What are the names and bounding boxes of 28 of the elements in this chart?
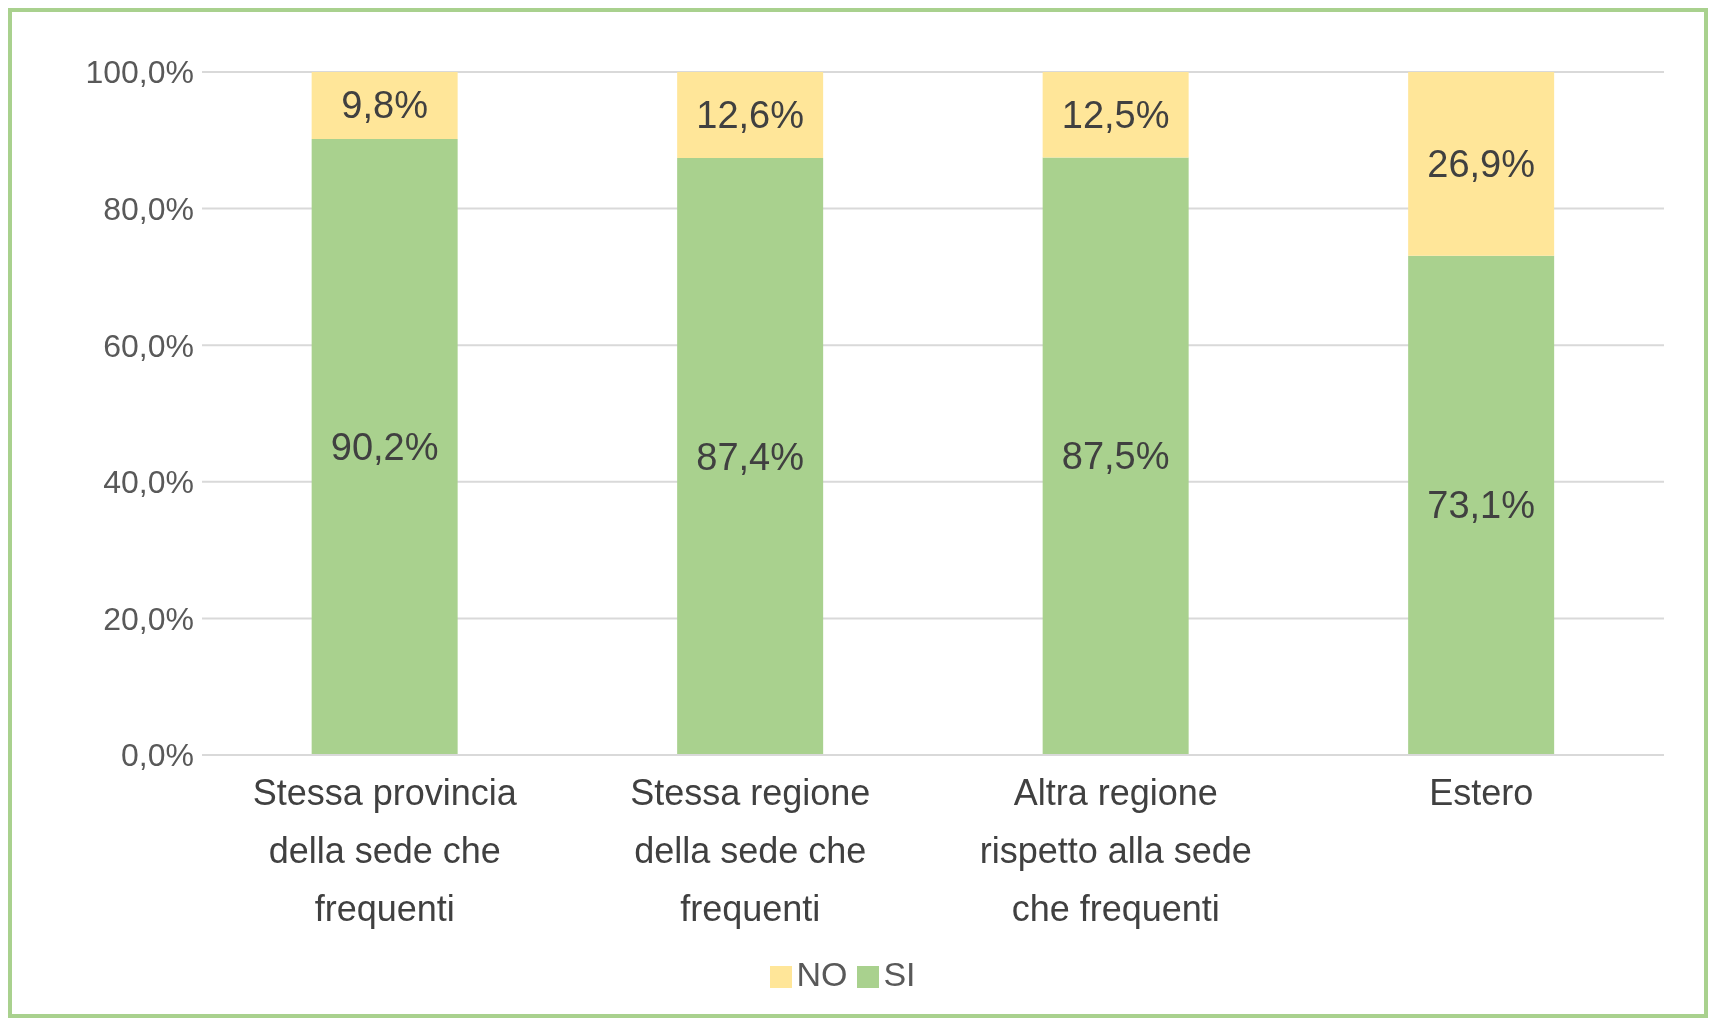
data-label: 90,2%	[330, 425, 439, 468]
bar	[1408, 72, 1555, 256]
bar	[677, 158, 824, 755]
y-tick-label: 20,0%	[103, 600, 194, 637]
bar	[311, 72, 458, 139]
legend-label: NO	[796, 955, 848, 993]
bar	[1408, 255, 1555, 755]
bar	[1042, 157, 1189, 755]
y-tick-label: 60,0%	[103, 327, 194, 364]
bar	[311, 138, 458, 755]
data-label: 9,8%	[341, 84, 428, 127]
bar	[677, 72, 824, 159]
x-tick-label: Altra regione rispetto alla sede che frequenti	[979, 772, 1252, 929]
y-tick-label: 80,0%	[103, 190, 194, 227]
legend-label: SI	[883, 955, 916, 993]
data-label: 12,5%	[1061, 93, 1170, 136]
x-tick-label: Stessa regione della sede che frequenti	[630, 772, 871, 929]
data-label: 87,4%	[696, 435, 805, 478]
bar	[1042, 72, 1189, 158]
data-label: 87,5%	[1061, 435, 1170, 478]
y-tick-label: 100,0%	[85, 54, 194, 91]
y-tick-label: 40,0%	[103, 464, 194, 501]
data-label: 26,9%	[1427, 142, 1536, 185]
x-tick-label: Estero	[1429, 772, 1534, 813]
x-tick-label: Stessa provincia della sede che frequenti	[252, 772, 518, 929]
y-tick-label: 0,0%	[121, 737, 194, 774]
data-label: 73,1%	[1427, 484, 1536, 527]
data-label: 12,6%	[696, 94, 805, 137]
